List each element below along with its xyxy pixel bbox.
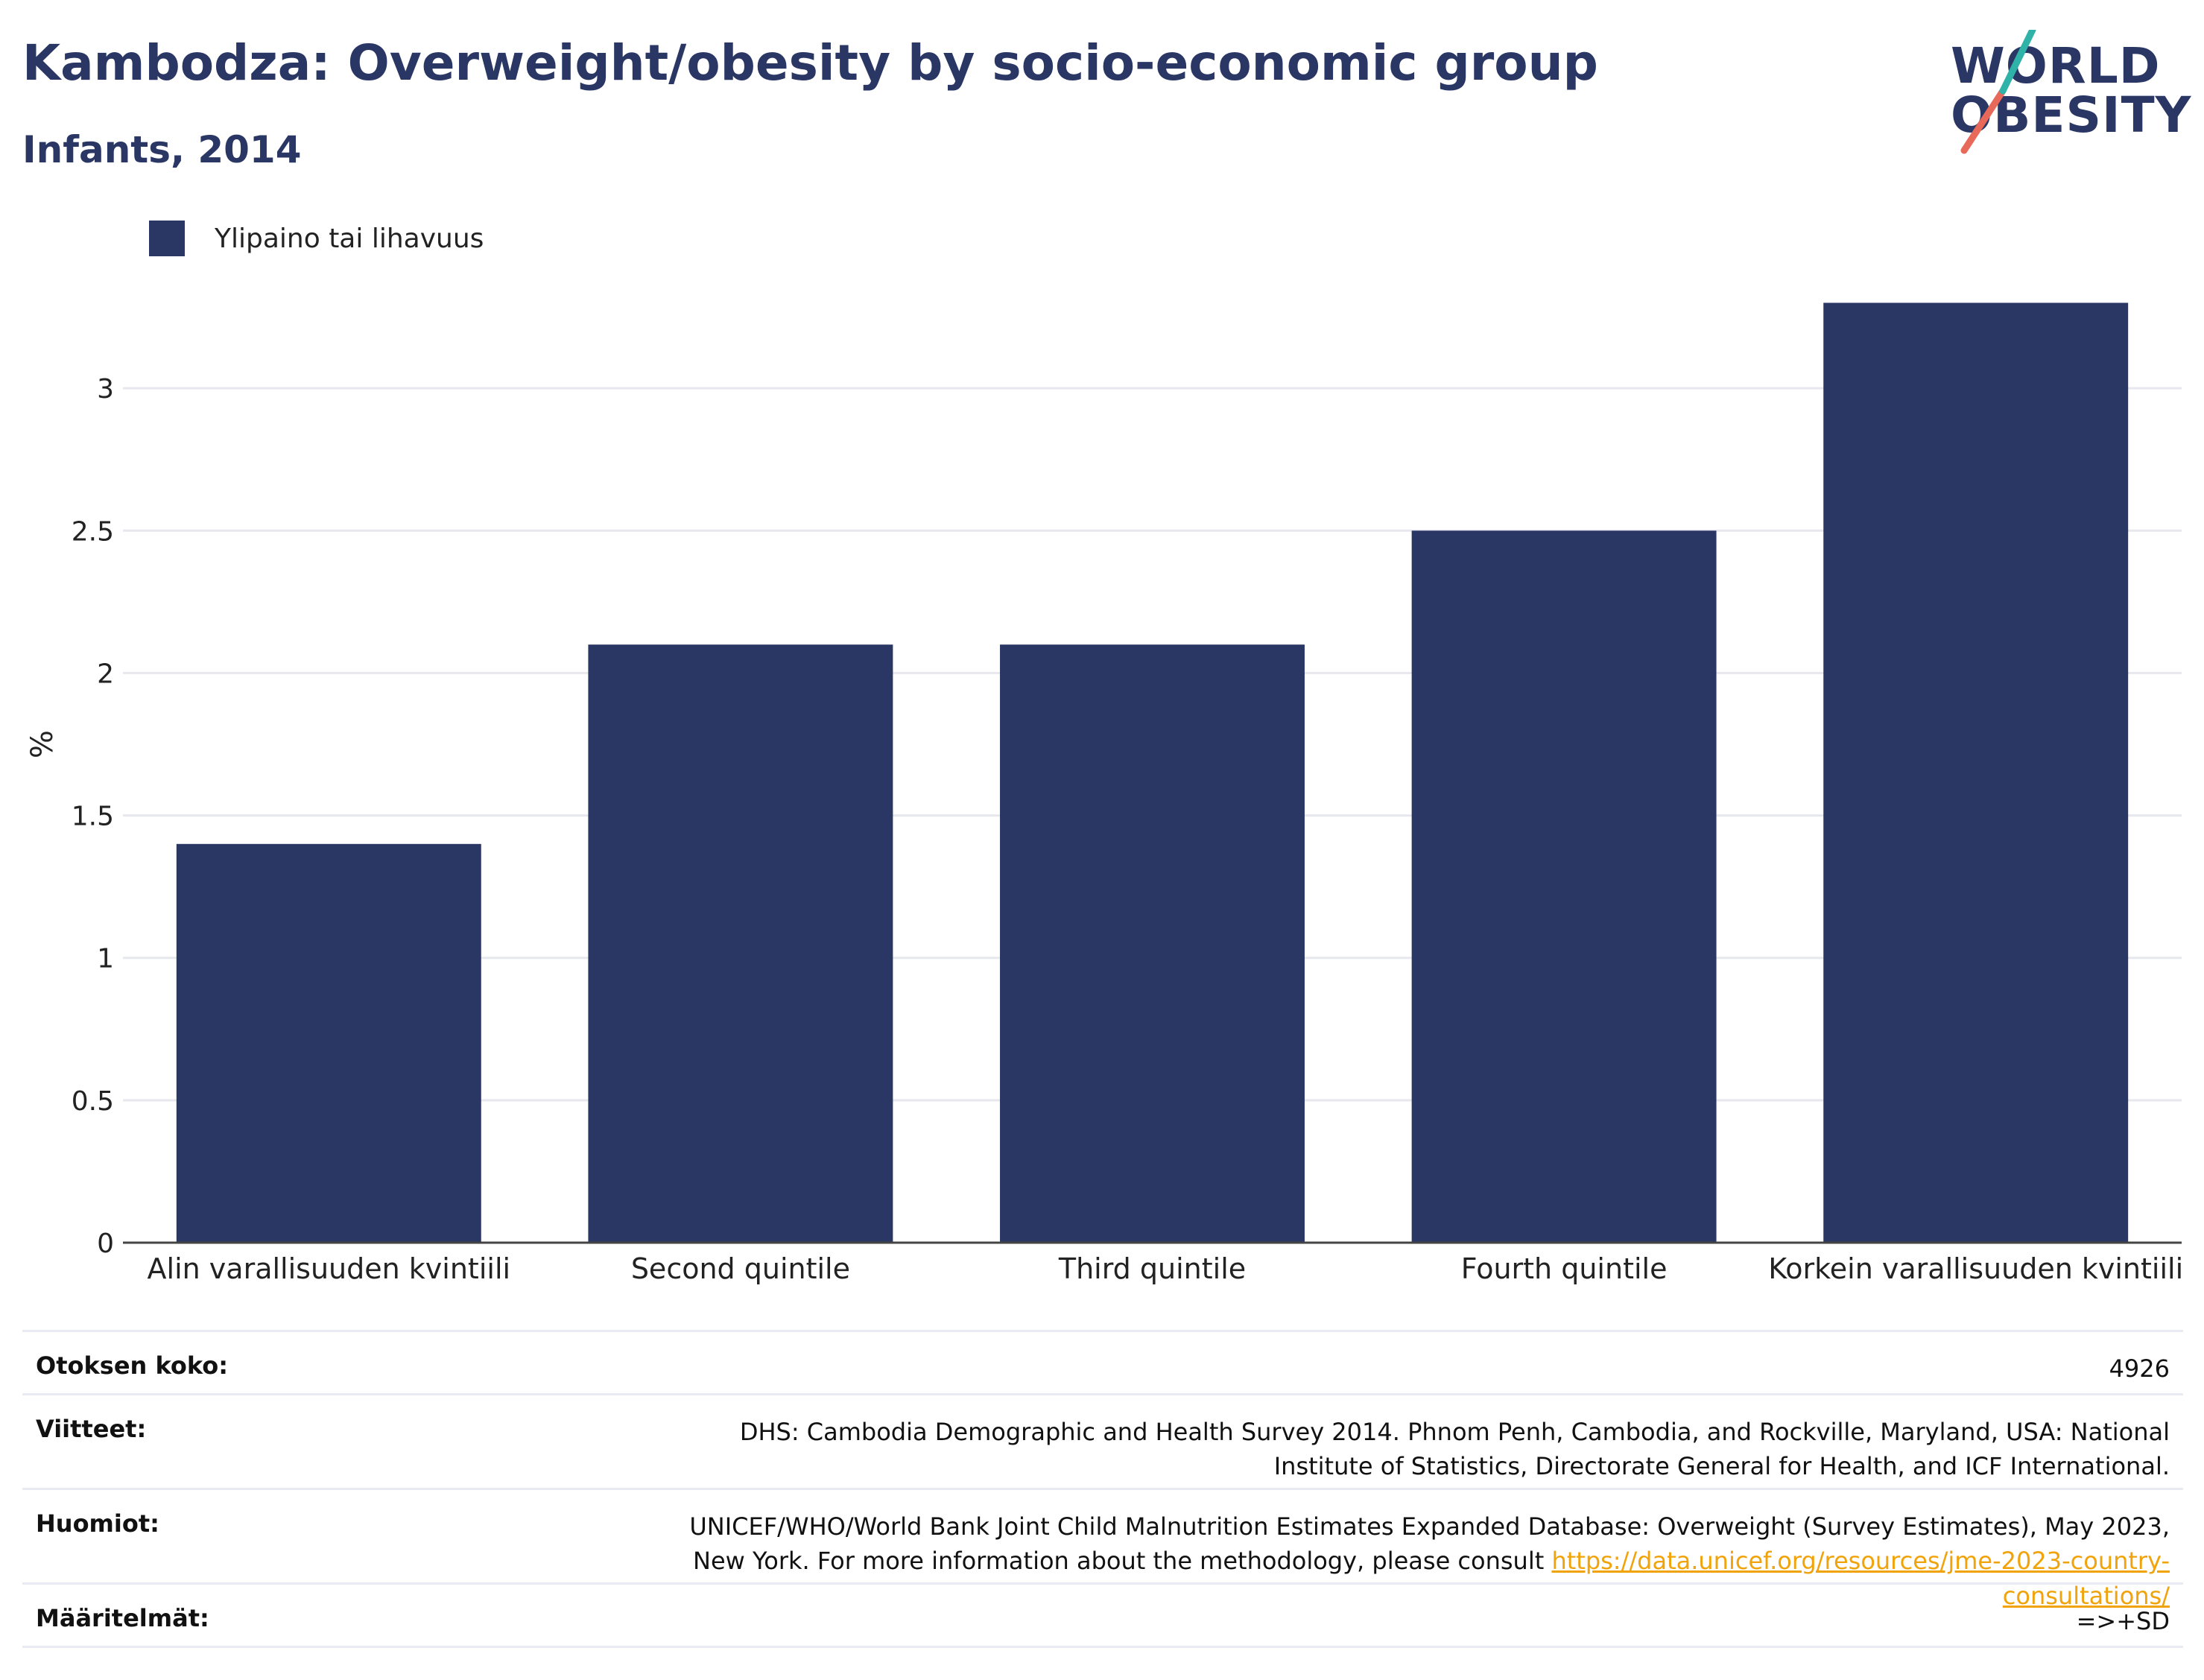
x-tick-label: Third quintile (1058, 1252, 1246, 1285)
legend-swatch (149, 221, 185, 256)
x-tick-label: Fourth quintile (1461, 1252, 1668, 1285)
footer-row-sample-size: Otoksen koko: 4926 (22, 1330, 2183, 1393)
chart-footer: Otoksen koko: 4926 Viitteet: DHS: Cambod… (22, 1330, 2183, 1648)
x-tick-label: Second quintile (631, 1252, 850, 1285)
definitions-value: =>+SD (2076, 1607, 2170, 1635)
y-tick-label: 3 (97, 374, 114, 405)
footer-row-definitions: Määritelmät: =>+SD (22, 1582, 2183, 1648)
methodology-link[interactable]: https://data.unicef.org/resources/jme-20… (1551, 1547, 2170, 1610)
y-tick-label: 2 (97, 659, 114, 689)
x-tick-label: Alin varallisuuden kvintiili (148, 1252, 511, 1285)
chart-subtitle: Infants, 2014 (22, 128, 302, 171)
notes-text: UNICEF/WHO/World Bank Joint Child Malnut… (689, 1512, 2170, 1576)
definitions-label: Määritelmät: (36, 1604, 209, 1632)
y-tick-label: 0 (97, 1229, 114, 1259)
legend-label: Ylipaino tai lihavuus (215, 223, 484, 254)
y-tick-label: 0.5 (72, 1086, 114, 1117)
legend[interactable]: Ylipaino tai lihavuus (149, 221, 484, 256)
y-tick-label: 2.5 (72, 516, 114, 547)
sample-size-label: Otoksen koko: (36, 1351, 229, 1380)
chart-title: Kambodza: Overweight/obesity by socio-ec… (22, 34, 1598, 92)
y-tick-label: 1.5 (72, 802, 114, 832)
bar (1411, 530, 1717, 1243)
y-axis-label: % (25, 730, 60, 758)
references-value: DHS: Cambodia Demographic and Health Sur… (739, 1418, 2170, 1481)
bar-chart: 0 0.5 1 1.5 2 2.5 3% Alin varallisuuden kvintii… (25, 302, 2183, 1285)
y-tick-label: 1 (97, 944, 114, 974)
references-label: Viitteet: (36, 1415, 147, 1443)
footer-row-notes: Huomiot: UNICEF/WHO/World Bank Joint Chi… (22, 1488, 2183, 1610)
bar (1000, 644, 1305, 1243)
bar (176, 843, 481, 1243)
world-obesity-logo: WORLD OBESITY (1945, 30, 2191, 156)
bar (588, 644, 893, 1243)
footer-row-references: Viitteet: DHS: Cambodia Demographic and … (22, 1393, 2183, 1488)
bar (1823, 302, 2129, 1243)
logo-slash-icon (1960, 30, 2036, 154)
sample-size-value: 4926 (2109, 1354, 2170, 1383)
logo-text-world: WORLD (1951, 37, 2161, 95)
x-tick-label: Korkein varallisuuden kvintiili (1768, 1252, 2183, 1285)
notes-value: UNICEF/WHO/World Bank Joint Child Malnut… (680, 1509, 2170, 1613)
notes-label: Huomiot: (36, 1509, 159, 1538)
